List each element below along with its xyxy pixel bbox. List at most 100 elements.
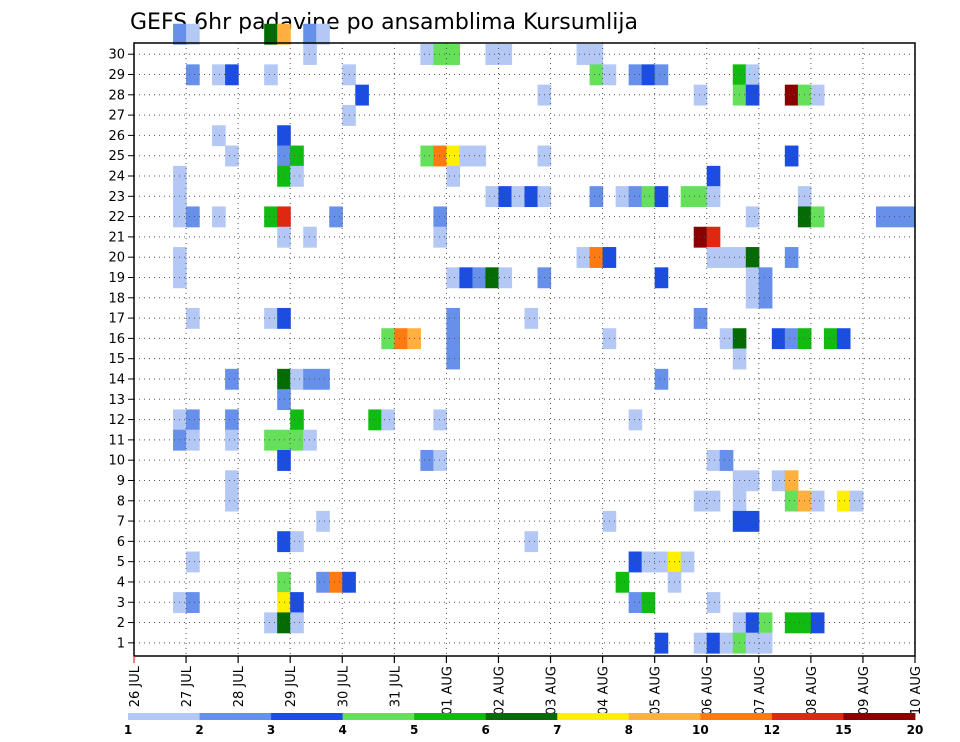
x-axis: 26 JUL 27 JUL 28 JUL 29 JUL 30 JUL 31 JUL 01 A… xyxy=(128,656,924,715)
colorbar-swatch xyxy=(485,713,558,720)
cell xyxy=(680,186,695,208)
cell xyxy=(589,64,604,86)
cell xyxy=(264,64,278,86)
colorbar-swatch xyxy=(342,713,415,720)
cell xyxy=(823,328,838,350)
y-tick-label: 24 xyxy=(108,169,125,184)
plot-frame xyxy=(133,42,916,657)
cell xyxy=(810,84,825,106)
y-tick-label: 8 xyxy=(117,494,125,509)
cell xyxy=(303,226,317,248)
cell xyxy=(706,632,721,654)
y-tick-label: 17 xyxy=(108,312,125,327)
cell xyxy=(589,247,604,268)
cell xyxy=(498,44,513,65)
cell xyxy=(758,267,773,289)
cell xyxy=(745,247,760,268)
cell xyxy=(628,551,643,573)
cell xyxy=(290,429,304,451)
cell xyxy=(628,186,643,208)
cell xyxy=(758,287,773,309)
cell xyxy=(277,450,291,471)
cell xyxy=(433,409,447,431)
cell xyxy=(446,44,461,65)
cell xyxy=(446,328,461,350)
cell xyxy=(277,592,291,614)
cell xyxy=(186,206,200,228)
cell xyxy=(524,307,539,329)
cell xyxy=(420,145,434,167)
cell xyxy=(277,368,291,390)
x-tick-label: 29 JUL xyxy=(284,665,299,707)
cell xyxy=(446,165,461,187)
cell xyxy=(784,470,799,492)
y-tick-label: 14 xyxy=(108,372,125,387)
cell xyxy=(706,226,721,248)
colorbar-label: 2 xyxy=(195,723,203,737)
cell xyxy=(446,267,461,289)
cell xyxy=(433,145,447,167)
cell xyxy=(810,490,825,512)
y-tick-label: 13 xyxy=(108,393,125,408)
cell xyxy=(485,44,500,65)
cell xyxy=(264,307,278,329)
y-tick-label: 12 xyxy=(108,413,125,428)
cell xyxy=(303,429,317,451)
colorbar-label: 8 xyxy=(625,723,633,737)
cell xyxy=(654,186,669,208)
cell xyxy=(264,429,278,451)
cell xyxy=(693,186,708,208)
colorbar-swatch xyxy=(843,713,916,720)
cell xyxy=(901,206,916,228)
cell xyxy=(758,632,773,654)
cell xyxy=(771,470,786,492)
cell xyxy=(290,612,304,634)
chart-title: GEFS 6hr padavine po ansamblima Kursumli… xyxy=(130,10,638,35)
cell xyxy=(745,632,760,654)
cell xyxy=(381,409,395,431)
y-tick-label: 22 xyxy=(108,210,125,225)
colorbar-label: 5 xyxy=(410,723,418,737)
cell xyxy=(888,206,903,228)
y-tick-label: 6 xyxy=(117,535,125,550)
cell xyxy=(290,368,304,390)
cell xyxy=(212,64,226,86)
cell xyxy=(784,490,799,512)
cell xyxy=(277,307,291,329)
y-tick-label: 9 xyxy=(117,474,125,489)
cell xyxy=(316,510,330,532)
colorbar-swatch xyxy=(557,713,630,720)
cell xyxy=(277,389,291,411)
cell xyxy=(264,206,278,228)
y-tick-label: 10 xyxy=(108,454,125,469)
x-tick-label: 28 JUL xyxy=(232,665,247,707)
y-tick-label: 3 xyxy=(117,596,125,611)
cell xyxy=(628,592,643,614)
cell xyxy=(290,592,304,614)
colorbar-label: 20 xyxy=(907,723,924,737)
cell xyxy=(628,409,643,431)
cell xyxy=(485,186,500,208)
y-axis: 1234567891011121314151617181920212223242… xyxy=(108,48,134,651)
colorbar-label: 4 xyxy=(338,723,346,737)
cell xyxy=(589,186,604,208)
cell xyxy=(706,592,721,614)
cell xyxy=(641,551,656,573)
cell xyxy=(225,429,239,451)
y-tick-label: 11 xyxy=(108,433,125,448)
y-tick-label: 23 xyxy=(108,190,125,205)
cell xyxy=(394,328,408,350)
cell xyxy=(641,64,656,86)
cell xyxy=(290,531,304,553)
cell xyxy=(654,632,669,654)
cell xyxy=(693,84,708,106)
cell xyxy=(745,470,760,492)
cell xyxy=(186,64,200,86)
cell xyxy=(810,612,825,634)
cell xyxy=(225,409,239,431)
cell xyxy=(654,368,669,390)
plot-grid xyxy=(134,43,916,656)
cell xyxy=(745,206,760,228)
cell xyxy=(745,267,760,289)
